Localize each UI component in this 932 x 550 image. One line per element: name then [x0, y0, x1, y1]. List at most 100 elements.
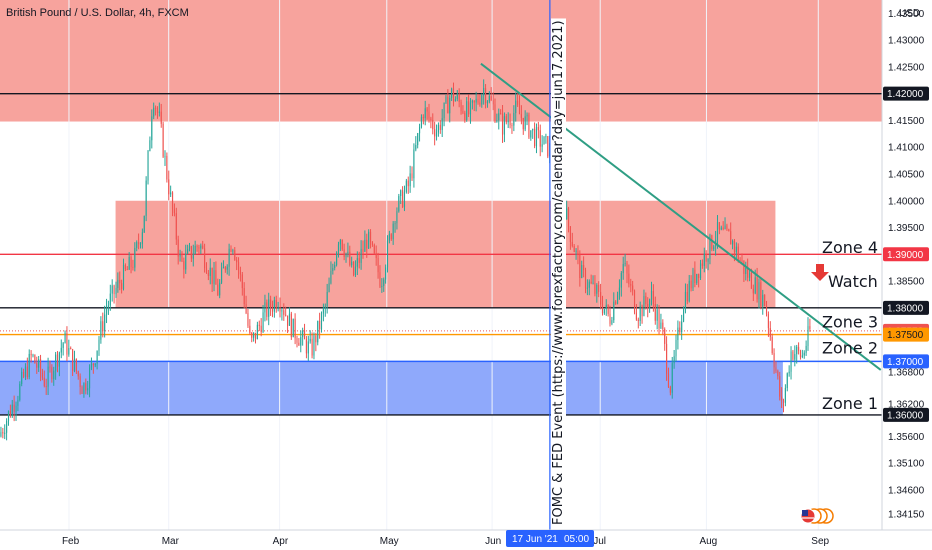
- candle-up: [19, 383, 21, 400]
- candle-up: [332, 267, 334, 271]
- candle-up: [117, 279, 119, 288]
- candle-down: [771, 336, 773, 354]
- price-pill-text: 1.39000: [887, 250, 924, 261]
- candle-down: [722, 227, 724, 230]
- candle-down: [23, 371, 25, 377]
- candle-up: [409, 173, 411, 187]
- down-arrow-icon: [811, 264, 829, 281]
- candle-down: [773, 353, 775, 368]
- candle-up: [675, 340, 677, 357]
- levels-layer: [0, 92, 882, 416]
- candle-down: [39, 359, 42, 374]
- candle-down: [270, 299, 272, 309]
- candle-up: [507, 120, 509, 123]
- candle-up: [784, 387, 786, 403]
- candle-up: [566, 208, 568, 220]
- candle-up: [0, 432, 2, 437]
- candle-up: [7, 411, 10, 421]
- candle-down: [102, 321, 104, 331]
- candle-up: [435, 132, 438, 137]
- economic-events-icon[interactable]: [800, 508, 834, 524]
- candle-up: [515, 100, 517, 114]
- candle-up: [302, 330, 304, 338]
- candle-down: [547, 136, 549, 157]
- candle-down: [81, 386, 83, 394]
- candle-up: [403, 191, 406, 207]
- candle-up: [618, 287, 621, 295]
- candle-down: [190, 246, 192, 259]
- candle-up: [496, 120, 498, 122]
- candle-up: [424, 108, 426, 119]
- candle-down: [237, 262, 240, 271]
- candle-up: [588, 281, 590, 288]
- price-pill-text: 1.37000: [887, 357, 924, 368]
- candle-up: [803, 352, 805, 356]
- price-tick-label: 1.35100: [888, 459, 925, 470]
- candle-up: [213, 270, 215, 284]
- candle-down: [583, 265, 585, 271]
- candle-down: [373, 244, 375, 254]
- candle-down: [283, 310, 285, 315]
- candle-down: [666, 343, 668, 374]
- candle-up: [28, 353, 30, 378]
- candle-up: [98, 339, 100, 351]
- candle-up: [337, 244, 340, 253]
- candle-up: [383, 279, 385, 286]
- candle-up: [650, 291, 653, 300]
- candle-down: [705, 253, 707, 262]
- candle-down: [571, 241, 573, 247]
- candle-down: [632, 285, 634, 291]
- candle-down: [349, 251, 351, 266]
- price-tick-label: 1.36200: [888, 400, 925, 411]
- candle-down: [156, 108, 159, 113]
- candle-down: [509, 120, 511, 126]
- candle-down: [579, 254, 581, 279]
- candle-up: [68, 348, 70, 355]
- candle-down: [379, 272, 381, 287]
- candle-down: [138, 242, 140, 244]
- candle-down: [275, 300, 277, 310]
- price-axis[interactable]: 1.43500 1.43000 1.42500 1.41500 1.41000 1.405…: [888, 9, 925, 521]
- candle-down: [132, 266, 134, 268]
- candle-up: [381, 285, 383, 287]
- candle-up: [445, 96, 447, 103]
- candle-down: [51, 367, 53, 380]
- candle-down: [730, 231, 732, 245]
- trendline-layer[interactable]: [480, 62, 882, 371]
- candle-up: [277, 306, 279, 310]
- candle-up: [807, 326, 809, 346]
- candle-up: [339, 239, 341, 245]
- candle-up: [596, 285, 598, 294]
- candle-up: [115, 287, 117, 295]
- candle-down: [79, 376, 81, 387]
- candle-up: [420, 117, 423, 128]
- candle-down: [652, 291, 654, 305]
- candle-up: [709, 235, 711, 259]
- candle-up: [451, 88, 453, 98]
- candle-down: [641, 306, 643, 317]
- time-axis[interactable]: Feb Mar Apr May Jun Jul Aug Sep: [62, 536, 830, 547]
- candle-up: [541, 144, 543, 147]
- candle-down: [204, 248, 206, 269]
- candle-up: [307, 341, 309, 354]
- candle-down: [765, 305, 768, 314]
- candle-down: [690, 280, 692, 289]
- time-tick-may: May: [380, 536, 399, 547]
- candle-down: [181, 254, 183, 262]
- candle-up: [713, 246, 715, 250]
- candle-up: [716, 222, 719, 240]
- candle-down: [799, 350, 802, 357]
- candle-down: [66, 333, 68, 355]
- time-tick-mar: Mar: [162, 536, 180, 547]
- candle-down: [490, 96, 492, 101]
- candle-up: [388, 234, 390, 241]
- candle-down: [85, 383, 87, 391]
- candle-up: [281, 310, 283, 312]
- candle-up: [64, 333, 66, 344]
- price-tick-label: 1.40500: [888, 169, 925, 180]
- candle-up: [503, 116, 505, 135]
- candle-down: [175, 213, 177, 240]
- candle-up: [228, 248, 230, 267]
- candle-down: [49, 366, 51, 368]
